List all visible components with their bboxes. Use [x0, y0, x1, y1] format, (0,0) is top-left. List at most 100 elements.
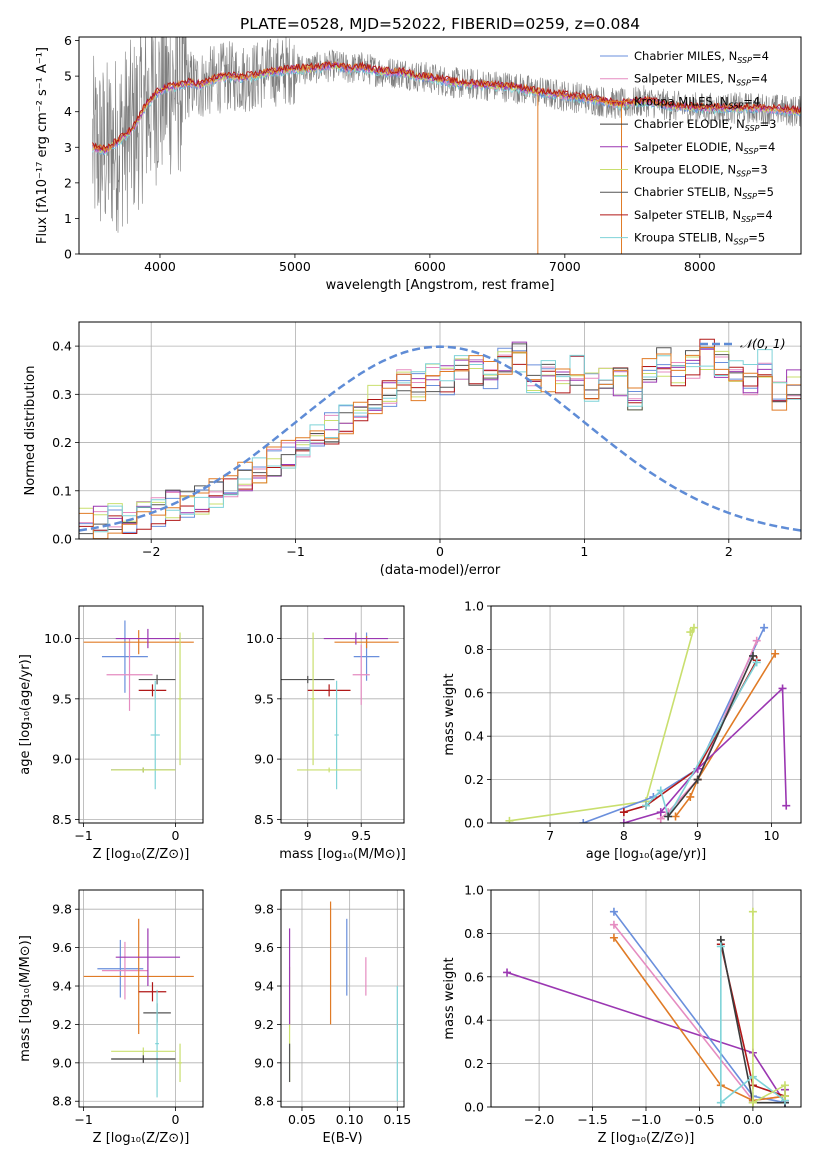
x-tick-label: −2.0: [524, 1112, 554, 1127]
y-tick-label: 9.5: [52, 691, 72, 706]
weight-marker: [579, 819, 588, 823]
legend-value: =4: [751, 72, 768, 86]
axes-frame: [490, 605, 802, 824]
x-tick-label: 0.0: [743, 1112, 763, 1127]
x-tick-label: −1.5: [577, 1112, 607, 1127]
x-tick-label: 0.05: [288, 1112, 316, 1127]
x-tick-label: −1: [286, 544, 304, 559]
legend-text: Salpeter MILES, N: [634, 72, 736, 86]
y-tick-label: 9.8: [52, 902, 72, 917]
y-tick-label: 0.1: [52, 483, 72, 498]
y-axis-label: mass weight: [442, 673, 457, 755]
y-tick-label: 9.0: [254, 1055, 274, 1070]
plot-area: [281, 632, 399, 790]
weight-vs-z-panel: −2.0 −1.5 −1.0 −0.5 0.0 0.0 0.2 0.4 0.6 0.8 1.0 Z […: [442, 883, 802, 1146]
errorbar-point: [115, 928, 181, 987]
errorbar-point: [111, 767, 176, 773]
x-tick-label: 0: [171, 1112, 179, 1127]
y-tick-label: 9.0: [52, 1055, 72, 1070]
errorbar-point: [83, 630, 194, 655]
weight-marker: [619, 808, 628, 817]
weight-marker: [656, 808, 665, 817]
x-tick-label: 9: [694, 828, 702, 843]
y-tick-label: 9.2: [52, 1017, 72, 1032]
legend-subscript: SSP: [736, 79, 751, 88]
y-tick-label: 0.2: [52, 435, 72, 450]
x-axis-label: E(B-V): [322, 1131, 362, 1146]
y-tick-label: 9.8: [254, 902, 274, 917]
age-vs-z-panel: −1 0 8.5 9.0 9.5 10.0 Z [log₁₀(Z/Z⊙)] age [log₁…: [18, 605, 204, 862]
y-tick-label: 5: [64, 69, 72, 84]
y-axis-label: Normed distribution: [23, 366, 38, 496]
x-tick-label: 2: [725, 544, 733, 559]
x-axis-label: age [log₁₀(age/yr)]: [586, 847, 707, 862]
plot-area: [79, 338, 801, 539]
errorbar-point: [178, 632, 182, 766]
legend-entry: Salpeter ELODIE, NSSP=4: [634, 140, 775, 156]
y-tick-label: 2: [64, 175, 72, 190]
weight-marker: [609, 920, 618, 929]
errorbar-point: [115, 628, 181, 649]
weight-marker: [671, 812, 680, 821]
weight-marker: [503, 968, 512, 977]
weight-marker: [656, 786, 665, 795]
weight-series-line: [660, 640, 758, 820]
y-tick-label: 3: [64, 140, 72, 155]
weight-marker: [609, 933, 618, 942]
y-tick-label: 0.0: [464, 816, 484, 831]
y-tick-label: 9.0: [52, 752, 72, 767]
weight-marker: [609, 907, 618, 916]
weight-vs-age-panel: 7 8 9 10 0.0 0.2 0.4 0.6 0.8 1.0 age [log₁₀(age/yr…: [442, 599, 802, 862]
legend-value: =3: [751, 163, 768, 177]
y-tick-label: 8.5: [52, 812, 72, 827]
errorbar-point: [101, 620, 148, 693]
weight-marker: [760, 623, 769, 632]
y-tick-label: 8.8: [254, 1094, 274, 1109]
y-tick-label: 0.8: [464, 926, 484, 941]
weight-marker: [752, 636, 761, 645]
axes-frame: [280, 889, 405, 1108]
legend-text: Salpeter STELIB, N: [634, 208, 741, 222]
x-axis-label: Z [log₁₀(Z/Z⊙)]: [93, 1131, 190, 1146]
weight-series: [748, 907, 789, 1107]
legend-text: Kroupa ELODIE, N: [634, 163, 736, 177]
x-tick-label: 8: [620, 828, 628, 843]
y-tick-label: 10.0: [44, 631, 72, 646]
weight-series-line: [720, 946, 786, 1105]
legend-subscript: SSP: [734, 238, 749, 247]
axes-frame: [78, 605, 204, 824]
legend-subscript: SSP: [742, 192, 757, 201]
weight-marker: [664, 812, 673, 821]
y-tick-label: 0.0: [52, 532, 72, 547]
errorbar-point: [352, 644, 370, 705]
y-tick-label: 0.3: [52, 387, 72, 402]
mass-vs-z-panel: −1 0 8.8 9.0 9.2 9.4 9.6 9.8 Z [log₁₀(Z/Z⊙)] mass…: [18, 889, 204, 1146]
weight-marker: [505, 816, 514, 823]
legend-text: Chabrier MILES, N: [634, 49, 737, 63]
plot-area: [288, 901, 398, 1102]
x-axis-label: Z [log₁₀(Z/Z⊙)]: [598, 1131, 695, 1146]
weight-marker: [748, 1098, 757, 1107]
weight-marker: [642, 801, 650, 810]
errorbar-point: [101, 941, 148, 1000]
errorbar-point: [150, 680, 160, 790]
legend-entry: Kroupa MILES, NSSP=4: [634, 94, 760, 110]
y-axis-label: age [log₁₀(age/yr)]: [18, 654, 33, 775]
y-tick-label: 0.8: [464, 642, 484, 657]
x-axis-label: mass [log₁₀(M/M⊙)]: [279, 847, 406, 862]
errorbar-point: [323, 632, 388, 645]
weight-series: [505, 623, 698, 823]
errorbar-point: [297, 767, 362, 773]
errorbar-point: [97, 939, 144, 998]
x-tick-label: 0.10: [336, 1112, 364, 1127]
x-tick-label: −1: [74, 1112, 92, 1127]
axes-frame: [280, 605, 405, 824]
weight-series-line: [752, 911, 786, 1105]
legend-value: =4: [756, 208, 773, 222]
y-tick-label: 0.6: [464, 969, 484, 984]
x-tick-label: 10: [764, 828, 780, 843]
plot-area: [83, 918, 194, 1098]
x-tick-label: 4000: [144, 259, 176, 274]
y-tick-label: 0.4: [464, 1013, 484, 1028]
